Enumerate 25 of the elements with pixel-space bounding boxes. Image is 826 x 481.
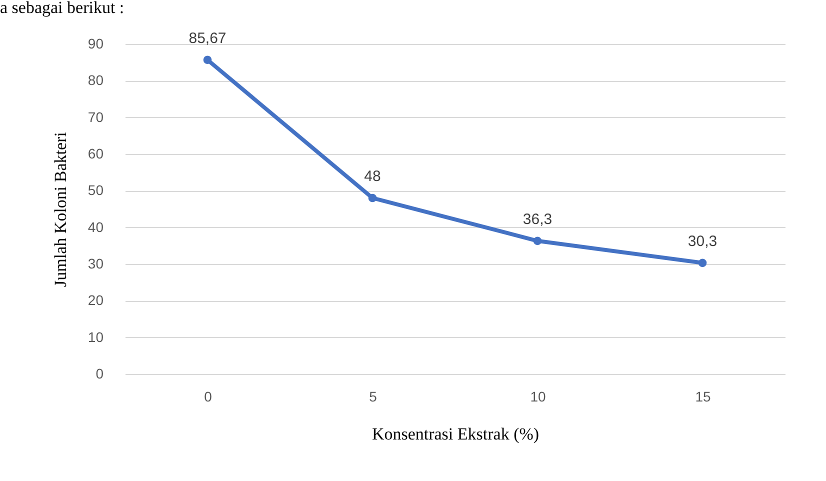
y-tick-label: 90 — [88, 36, 104, 52]
y-tick-label: 60 — [88, 146, 104, 162]
y-tick-label: 10 — [88, 328, 104, 345]
x-axis-title: Konsentrasi Ekstrak (%) — [372, 424, 540, 444]
y-tick-label: 0 — [96, 366, 104, 382]
y-tick-label: 70 — [88, 108, 104, 125]
y-tick-label: 80 — [88, 72, 104, 88]
y-axis-title: Jumlah Koloni Bakteri — [50, 132, 70, 287]
x-tick-label: 10 — [530, 388, 546, 404]
data-label: 85,67 — [188, 30, 226, 47]
data-label: 48 — [364, 168, 381, 185]
x-tick-label: 15 — [695, 388, 711, 404]
text: a sebagai berikut : — [0, 0, 124, 17]
point — [368, 194, 377, 202]
y-tick-label: 40 — [88, 218, 104, 235]
point — [203, 56, 212, 64]
x-tick-label: 5 — [369, 388, 378, 404]
y-tick-label: 50 — [88, 182, 104, 198]
point — [533, 236, 542, 246]
data-label: 36,3 — [522, 210, 552, 228]
x-tick-label: 0 — [204, 388, 212, 404]
data-label: 30,3 — [688, 232, 718, 250]
y-tick-label: 30 — [88, 256, 104, 272]
y-tick-label: 20 — [88, 292, 104, 308]
point — [698, 258, 707, 268]
